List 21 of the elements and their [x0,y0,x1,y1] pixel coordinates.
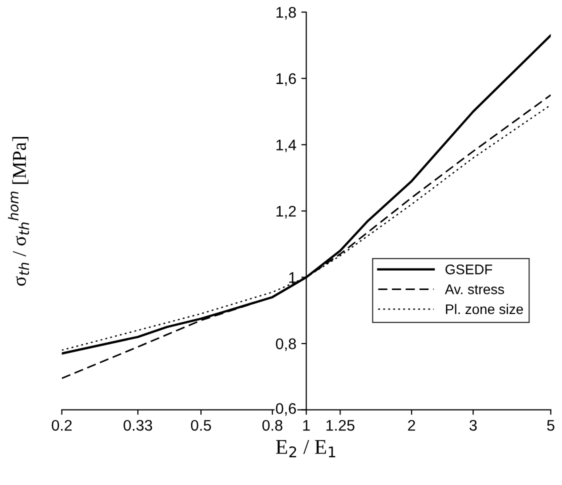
x-tick-label: 1.25 [326,420,354,431]
y-tick-label: 1,8 [276,6,296,20]
x-tick-label: 2 [408,420,416,431]
x-tick-label: 5 [547,420,554,431]
legend-label: Av. stress [444,284,504,294]
x-axis-title: E$_{2}$ / E$_{1}$ [276,440,336,458]
x-tick-label: 1 [303,420,310,431]
y-axis-title: σ$_{th}$ / σ$_{th}$$^{hom}$ [MPa] [8,137,29,286]
y-tick-label: 1,6 [276,73,296,86]
y-tick-label: 1 [289,272,296,283]
x-tick-label: 0.5 [190,420,211,431]
y-tick-label: 0,6 [276,403,296,416]
legend-label: Pl. zone size [446,304,523,314]
x-tick-label: 0.2 [52,420,72,431]
x-tick-label: 3 [470,420,477,431]
x-tick-label: 0.33 [124,420,152,431]
x-tick-label: 0.8 [262,420,282,431]
legend-label: GSEDF [446,264,492,274]
y-tick-label: 0,8 [276,338,296,352]
y-tick-label: 1,4 [276,140,296,152]
y-tick-label: 1,2 [276,206,296,218]
